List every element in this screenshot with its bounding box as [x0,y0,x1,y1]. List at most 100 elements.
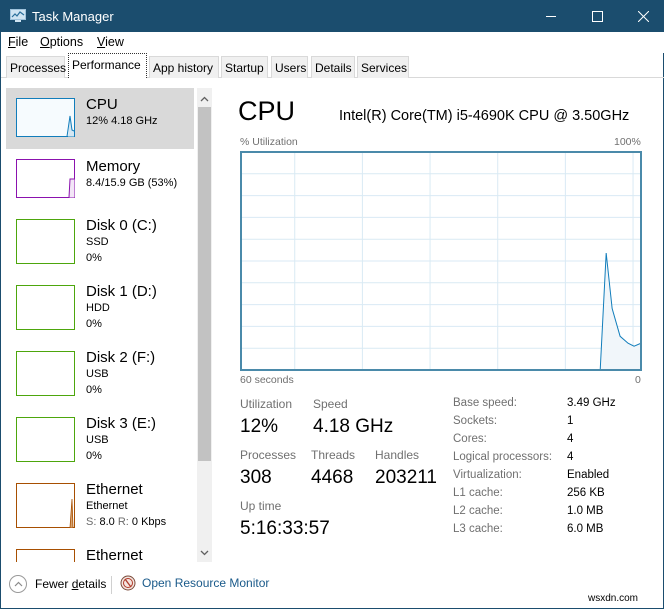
sockets-value: 1 [567,415,574,427]
sidebar-item-type: HDD [86,302,110,314]
sidebar-item-usage: 0% [86,318,102,330]
graph-y-max-label: 100% [614,136,641,148]
tab-users[interactable]: Users [271,56,308,78]
disk-3-thumbnail-graph [16,417,75,462]
threads-label: Threads [311,448,356,462]
l3-cache-value: 6.0 MB [567,523,604,535]
sidebar-item-cpu[interactable]: CPU 12% 4.18 GHz [6,88,194,149]
sidebar-item-ethernet[interactable]: Ethernet Ethernet S: 8.0 R: 0 Kbps [6,473,194,539]
disk-0-thumbnail-graph [16,219,75,264]
menu-file-mnemonic: F [8,35,16,49]
sidebar-item-memory[interactable]: Memory 8.4/15.9 GB (53%) [6,149,194,209]
tab-app-history[interactable]: App history [149,56,219,78]
sidebar-item-type: USB [86,368,109,380]
handles-value: 203211 [375,467,437,488]
sockets-label: Sockets: [453,415,498,427]
graph-x-left-label: 60 seconds [240,374,294,386]
fewer-details-label: Fewer details [35,577,106,591]
sidebar-item-usage: 0% [86,450,102,462]
close-icon [637,11,649,22]
title-bar: Task Manager [1,1,664,32]
sidebar-item-disk-0[interactable]: Disk 0 (C:) SSD 0% [6,209,194,275]
sidebar-item-detail: 8.4/15.9 GB (53%) [86,177,178,189]
open-resource-monitor-link[interactable]: Open Resource Monitor [120,575,269,591]
handles-label: Handles [375,448,420,462]
footer-divider [111,576,112,594]
l3-cache-label: L3 cache: [453,523,503,535]
maximize-icon [591,11,603,22]
l2-cache-label: L2 cache: [453,505,503,517]
minimize-button[interactable] [528,1,574,32]
menu-options-mnemonic: O [40,35,50,49]
sidebar-item-name: Memory [86,158,141,175]
base-speed-value: 3.49 GHz [567,397,616,409]
graph-x-right-label: 0 [635,374,641,386]
watermark-text: wsxdn.com [588,593,639,604]
utilization-value: 12% [240,416,279,437]
menu-file[interactable]: File [8,35,28,49]
sidebar-item-throughput: S: 8.0 R: 0 Kbps [86,516,166,528]
sidebar-item-ethernet-2[interactable]: Ethernet [6,539,194,562]
graph-y-label: % Utilization [240,136,298,148]
resource-monitor-icon [120,575,136,591]
sidebar-item-type: USB [86,434,109,446]
receive-label: R: [117,516,129,528]
sidebar-item-disk-2[interactable]: Disk 2 (F:) USB 0% [6,341,194,407]
send-value: 8.0 [99,516,115,528]
task-manager-icon [10,9,26,22]
memory-thumbnail-graph [16,159,75,198]
tab-startup[interactable]: Startup [221,56,268,78]
l1-cache-label: L1 cache: [453,487,503,499]
footer-bar: Fewer details Open Resource Monitor [1,567,664,609]
scroll-down-button[interactable] [197,544,212,561]
sidebar-item-detail: 12% 4.18 GHz [86,115,158,127]
tab-details[interactable]: Details [311,56,355,78]
base-speed-label: Base speed: [453,397,517,409]
sidebar-item-name: Disk 2 (F:) [86,349,156,366]
l2-cache-value: 1.0 MB [567,505,604,517]
l1-cache-value: 256 KB [567,487,605,499]
menu-view-mnemonic: V [97,35,106,49]
menu-view[interactable]: View [97,35,124,49]
tab-performance[interactable]: Performance [68,53,147,78]
tab-services[interactable]: Services [357,56,409,78]
page-title: CPU [238,96,296,126]
sidebar-item-disk-1[interactable]: Disk 1 (D:) HDD 0% [6,275,194,341]
sidebar-item-name: Disk 3 (E:) [86,415,157,432]
disk-2-thumbnail-graph [16,351,75,396]
menu-view-label: iew [105,35,124,49]
sidebar-item-adapter: Ethernet [86,500,128,512]
chevron-up-icon [200,96,209,101]
menu-bar: File Options View [1,32,664,53]
menu-options[interactable]: Options [40,35,83,49]
virtualization-label: Virtualization: [453,469,522,481]
sidebar-item-name: Disk 1 (D:) [86,283,157,300]
sidebar-item-name: Ethernet [86,547,143,562]
cpu-utilization-graph [240,151,642,371]
send-label: S: [86,516,97,528]
virtualization-value: Enabled [567,469,610,481]
fewer-details-button[interactable]: Fewer details [9,575,106,593]
tab-processes[interactable]: Processes [6,56,66,78]
disk-1-thumbnail-graph [16,285,75,330]
chevron-down-icon [200,550,209,555]
cores-label: Cores: [453,433,487,445]
fewer-details-text-post: etails [78,577,107,591]
sidebar-item-disk-3[interactable]: Disk 3 (E:) USB 0% [6,407,194,473]
maximize-button[interactable] [574,1,620,32]
cpu-thumbnail-graph [16,98,75,137]
ethernet-2-thumbnail-graph [16,549,75,562]
close-button[interactable] [620,1,664,32]
sidebar-item-usage: 0% [86,252,102,264]
cores-value: 4 [567,433,574,445]
scroll-up-button[interactable] [197,90,212,107]
scrollbar-thumb[interactable] [198,107,211,461]
speed-value: 4.18 GHz [313,416,394,437]
receive-value: 0 Kbps [131,516,167,528]
tab-strip: Processes Performance App history Startu… [1,53,664,78]
sidebar-item-usage: 0% [86,384,102,396]
logical-processors-value: 4 [567,451,574,463]
sidebar-scrollbar[interactable] [197,88,212,562]
threads-value: 4468 [311,467,354,488]
